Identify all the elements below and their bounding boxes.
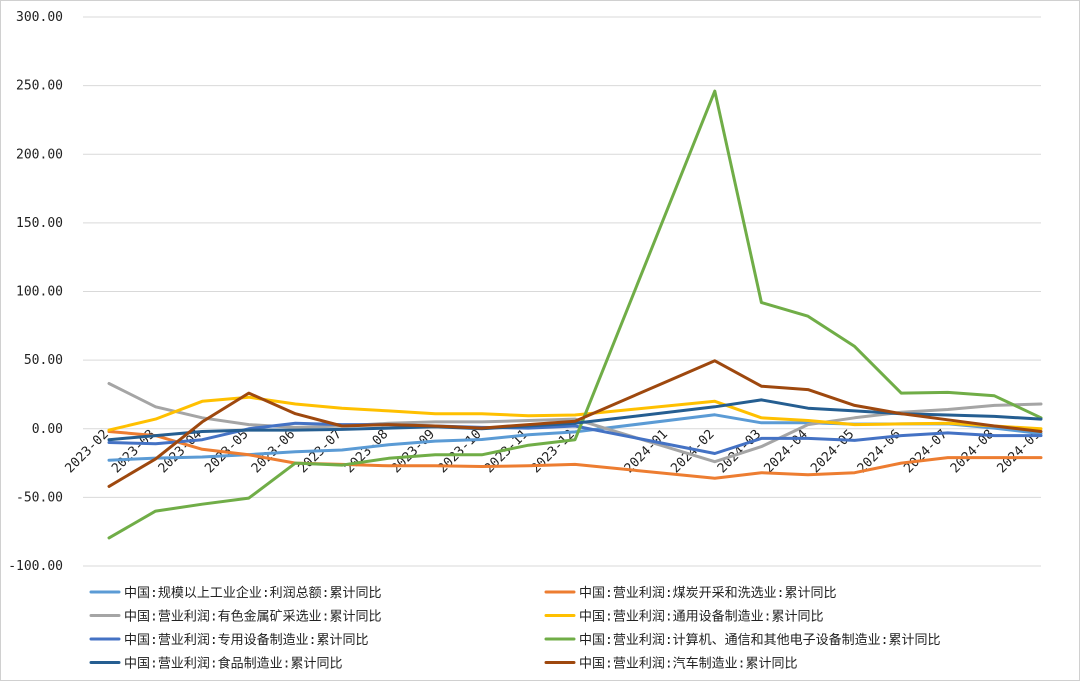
x-tick-label: 2023-02 <box>62 427 111 476</box>
legend-label: 中国:营业利润:计算机、通信和其他电子设备制造业:累计同比 <box>579 632 940 648</box>
series-line-8 <box>107 359 1043 488</box>
legend-label: 中国:规模以上工业企业:利润总额:累计同比 <box>124 585 381 601</box>
series-line-6 <box>107 89 1043 540</box>
y-tick-label: 0.00 <box>32 422 63 437</box>
legend-item: 中国:营业利润:食品制造业:累计同比 <box>89 656 342 672</box>
x-tick-label: 2023-08 <box>342 427 391 476</box>
y-tick-label: 50.00 <box>24 353 63 368</box>
y-tick-label: -50.00 <box>16 490 63 505</box>
legend-item: 中国:营业利润:有色金属矿采选业:累计同比 <box>89 609 381 625</box>
series-line-2 <box>107 430 1043 480</box>
series-lines <box>107 89 1043 540</box>
legend-label: 中国:营业利润:有色金属矿采选业:累计同比 <box>124 609 381 625</box>
legend-label: 中国:营业利润:煤炭开采和洗选业:累计同比 <box>579 586 836 601</box>
y-tick-label: -100.00 <box>8 559 63 574</box>
y-tick-label: 100.00 <box>16 285 63 300</box>
y-tick-label: 150.00 <box>16 216 63 231</box>
y-axis-ticks: 300.00 250.00 200.00 150.00 100.00 50.00 0.00 -… <box>8 10 63 574</box>
legend-label: 中国:营业利润:食品制造业:累计同比 <box>124 656 342 672</box>
legend-item: 中国:营业利润:煤炭开采和洗选业:累计同比 <box>544 586 836 601</box>
y-tick-label: 300.00 <box>16 10 63 25</box>
legend-item: 中国:规模以上工业企业:利润总额:累计同比 <box>89 585 381 601</box>
x-tick-label: 2024-05 <box>808 427 857 476</box>
legend-label: 中国:营业利润:通用设备制造业:累计同比 <box>579 609 823 625</box>
x-tick-label: 2023-10 <box>435 427 484 476</box>
legend-item: 中国:营业利润:计算机、通信和其他电子设备制造业:累计同比 <box>544 632 940 648</box>
x-tick-label: 2023-09 <box>389 427 438 476</box>
legend-item: 中国:营业利润:专用设备制造业:累计同比 <box>89 632 368 648</box>
y-tick-label: 250.00 <box>16 79 63 94</box>
legend-label: 中国:营业利润:专用设备制造业:累计同比 <box>124 632 368 648</box>
legend-item: 中国:营业利润:汽车制造业:累计同比 <box>544 656 797 672</box>
legend-label: 中国:营业利润:汽车制造业:累计同比 <box>579 656 797 672</box>
grid-lines <box>83 16 1041 567</box>
legend: 中国:规模以上工业企业:利润总额:累计同比 中国:营业利润:煤炭开采和洗选业:累计… <box>89 585 940 672</box>
series-line-4 <box>107 395 1043 432</box>
legend-item: 中国:营业利润:通用设备制造业:累计同比 <box>544 609 823 625</box>
y-tick-label: 200.00 <box>16 147 63 162</box>
